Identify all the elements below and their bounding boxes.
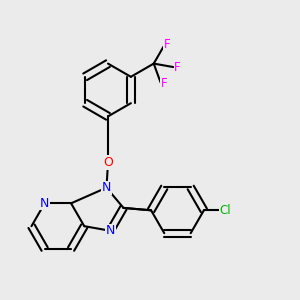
Text: F: F bbox=[174, 61, 181, 74]
Text: N: N bbox=[106, 224, 115, 237]
Text: Cl: Cl bbox=[219, 204, 231, 217]
Text: O: O bbox=[103, 156, 113, 169]
Text: F: F bbox=[164, 38, 170, 52]
Text: N: N bbox=[102, 181, 111, 194]
Text: F: F bbox=[161, 77, 167, 90]
Text: N: N bbox=[40, 197, 50, 210]
